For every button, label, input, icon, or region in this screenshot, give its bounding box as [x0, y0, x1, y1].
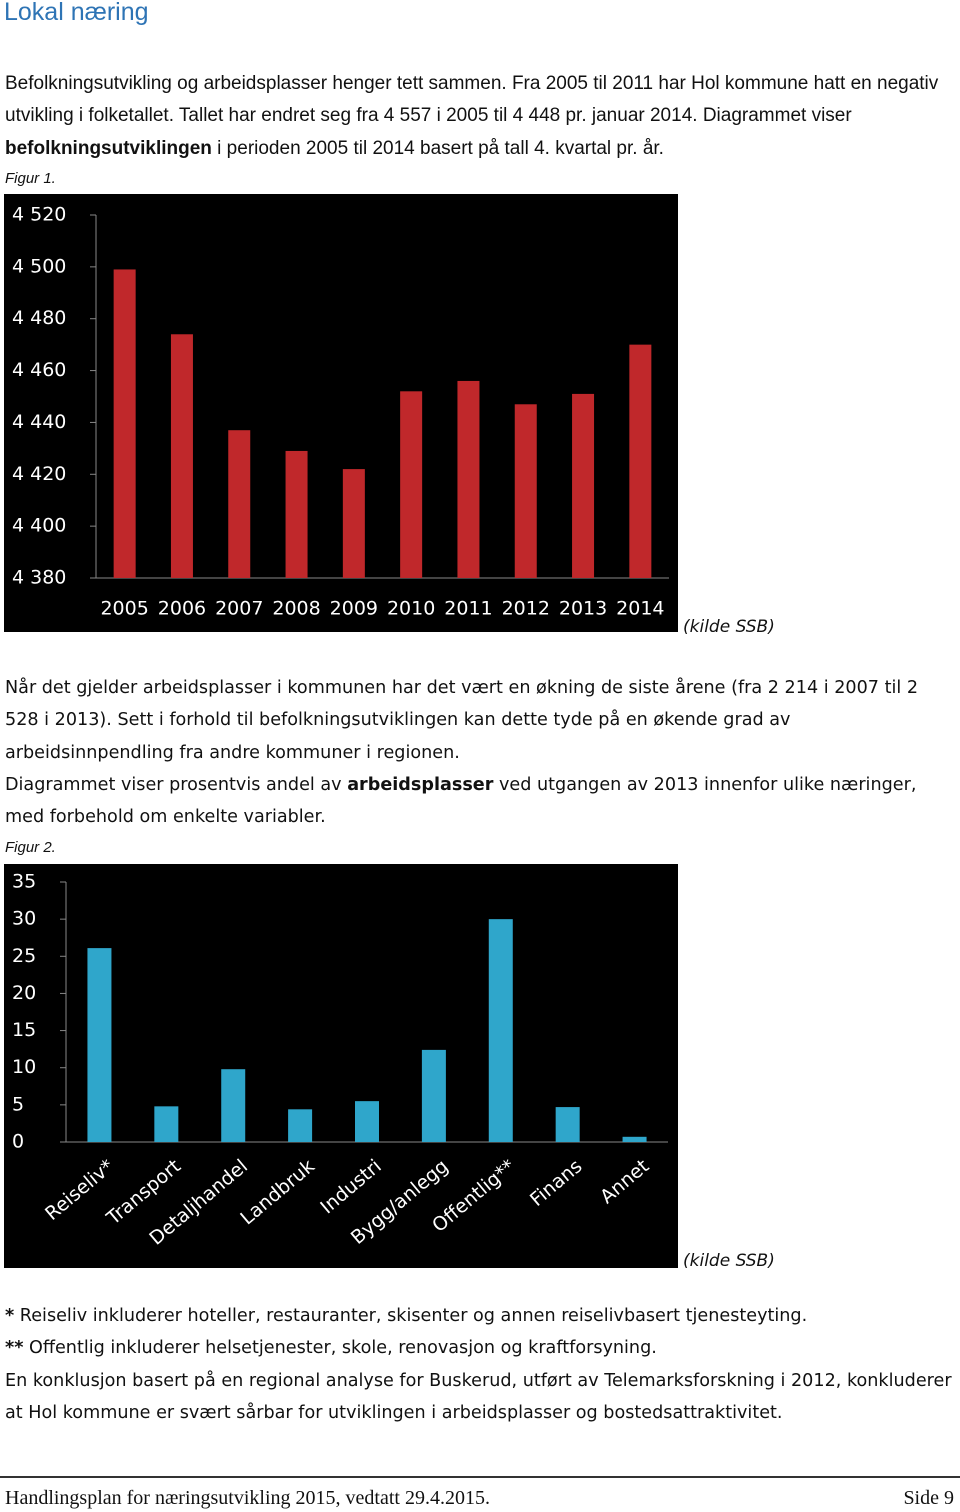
- marker: **: [5, 1338, 24, 1358]
- y-tick-label: 4 520: [12, 204, 66, 226]
- bar: [488, 919, 513, 1142]
- x-tick-label: 2010: [387, 598, 435, 620]
- y-tick-label: 4 380: [12, 567, 66, 589]
- y-tick-label: 4 460: [12, 359, 66, 381]
- intro-paragraph: Befolkningsutvikling og arbeidsplasser h…: [5, 68, 955, 165]
- bar: [622, 1136, 647, 1142]
- bar: [342, 469, 365, 578]
- x-tick-label: Finans: [526, 1155, 586, 1211]
- bar: [629, 344, 652, 578]
- y-tick-label: 4 480: [12, 307, 66, 329]
- x-tick-label: 2008: [272, 598, 320, 620]
- footer-rule: [0, 1476, 960, 1478]
- y-tick-label: 4 440: [12, 411, 66, 433]
- footnote: * Reiseliv inkluderer hoteller, restaura…: [5, 1300, 955, 1332]
- bar: [400, 391, 423, 578]
- y-tick-label: 35: [12, 871, 36, 893]
- y-tick-label: 25: [12, 945, 36, 967]
- text: Reiseliv inkluderer hoteller, restaurant…: [14, 1306, 808, 1326]
- bar: [154, 1106, 179, 1142]
- x-tick-label: 2007: [215, 598, 263, 620]
- x-tick-label: 2006: [158, 598, 206, 620]
- text: Befolkningsutvikling og arbeidsplasser h…: [5, 73, 939, 127]
- bar: [514, 404, 537, 578]
- bar: [87, 948, 112, 1142]
- page-title: Lokal næring: [4, 0, 149, 26]
- x-tick-label: 2014: [616, 598, 664, 620]
- paragraph: En konklusjon basert på en regional anal…: [5, 1371, 952, 1424]
- page-number: Side 9: [903, 1487, 954, 1509]
- footer-text: Handlingsplan for næringsutvikling 2015,…: [5, 1487, 490, 1509]
- bar: [572, 393, 595, 578]
- source-note: (kilde SSB): [683, 1251, 775, 1271]
- x-tick-label: 2013: [559, 598, 607, 620]
- bar: [355, 1101, 379, 1142]
- paragraph: Diagrammet viser prosentvis andel av arb…: [5, 769, 955, 834]
- y-tick-label: 20: [12, 982, 36, 1004]
- x-tick-label: Landbruk: [236, 1155, 319, 1229]
- y-tick-label: 5: [12, 1093, 24, 1115]
- bar: [170, 334, 193, 578]
- bar: [421, 1049, 446, 1142]
- marker: *: [5, 1306, 15, 1326]
- x-tick-label: 2005: [100, 598, 148, 620]
- y-tick-label: 4 420: [12, 463, 66, 485]
- industry-chart: 05101520253035Reiseliv*TransportDetaljha…: [4, 864, 678, 1268]
- bar: [221, 1069, 246, 1142]
- paragraph: Når det gjelder arbeidsplasser i kommune…: [5, 678, 919, 763]
- y-tick-label: 0: [12, 1131, 24, 1153]
- text: Offentlig inkluderer helsetjenester, sko…: [23, 1338, 657, 1358]
- population-chart: 4 380 4 400 4 420 4 440 4 460 4 480 4 500 4 520…: [4, 194, 678, 632]
- x-tick-label: 2012: [502, 598, 550, 620]
- bar: [288, 1109, 313, 1142]
- x-tick-label: 2009: [330, 598, 378, 620]
- y-tick-label: 10: [12, 1056, 36, 1078]
- y-tick-label: 15: [12, 1019, 36, 1041]
- footnote: ** Offentlig inkluderer helsetjenester, …: [5, 1332, 955, 1364]
- bar: [285, 450, 308, 578]
- text: Diagrammet viser prosentvis andel av: [5, 775, 348, 795]
- figure-caption: Figur 1.: [5, 170, 56, 187]
- bar: [457, 380, 480, 578]
- y-tick-label: 4 500: [12, 255, 66, 277]
- bold-text: befolkningsutviklingen: [5, 137, 212, 159]
- bold-text: arbeidsplasser: [347, 775, 494, 795]
- y-tick-label: 30: [12, 908, 36, 930]
- x-tick-label: Annet: [596, 1155, 653, 1208]
- text: ved utgangen av 2013 innenfor ulike næri…: [5, 775, 917, 828]
- figure-caption: Figur 2.: [5, 839, 56, 856]
- source-note: (kilde SSB): [683, 617, 775, 637]
- bar: [555, 1107, 580, 1142]
- bar: [113, 269, 136, 578]
- x-tick-label: 2011: [444, 598, 492, 620]
- y-tick-label: 4 400: [12, 515, 66, 537]
- text: i perioden 2005 til 2014 basert på tall …: [211, 137, 664, 159]
- bar: [228, 430, 251, 578]
